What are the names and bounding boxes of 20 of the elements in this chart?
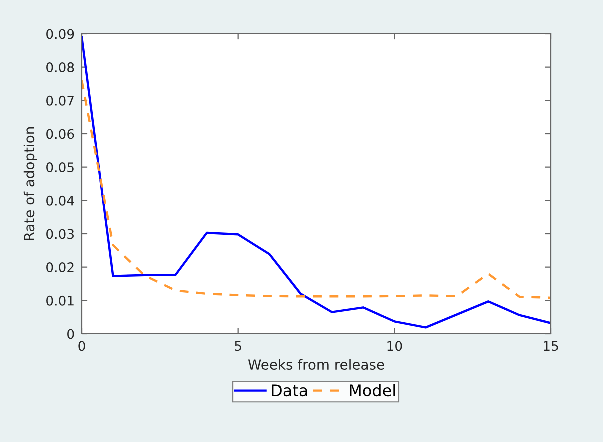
x-axis-title: Weeks from release [248, 359, 384, 370]
x-tick-label: 10 [388, 341, 402, 352]
y-tick-label: 0.07 [46, 96, 74, 106]
y-axis-title: Rate of adoption [24, 128, 38, 240]
y-tick-label: 0.02 [46, 262, 74, 273]
x-tick-label: 0 [78, 341, 86, 352]
x-tick-label: 5 [235, 341, 242, 352]
y-tick-label: 0 [68, 329, 74, 340]
x-tick-label: 15 [544, 341, 558, 352]
line-series [82, 80, 551, 300]
y-tick-label: 0.04 [46, 196, 74, 206]
y-tick-label: 0.08 [46, 62, 74, 73]
y-tick-label: 0.05 [46, 162, 74, 173]
y-tick-label: 0.09 [46, 29, 74, 40]
y-tick-label: 0.03 [46, 229, 74, 240]
legend-label: Data [272, 384, 308, 397]
line-series [82, 36, 551, 329]
y-tick-label: 0.06 [46, 129, 74, 140]
legend-label: Model [350, 384, 396, 397]
y-tick-label: 0.01 [46, 296, 74, 306]
